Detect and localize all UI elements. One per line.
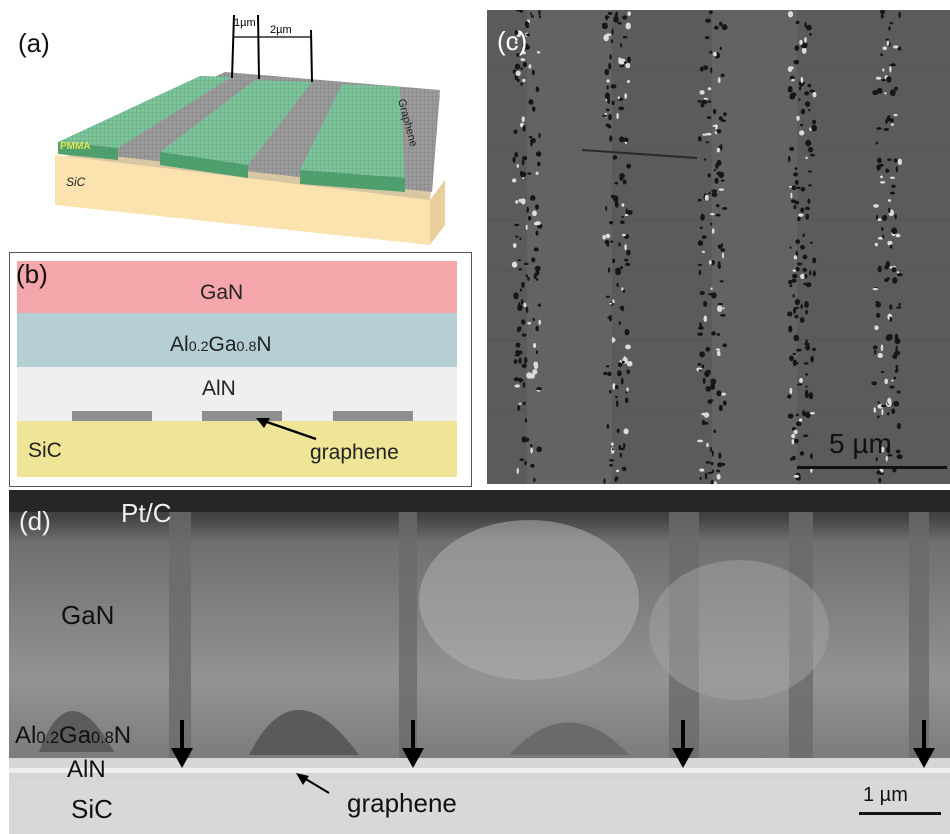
graphene-label: graphene: [347, 788, 457, 818]
down-arrow-icon: [171, 720, 193, 768]
dimension-1um: 1µm: [234, 17, 256, 29]
sic-substrate-side: [430, 180, 445, 245]
dimension-2um: 2µm: [270, 24, 292, 36]
sic-layer: [17, 421, 457, 477]
panel-c: (c) 5 µm: [487, 10, 950, 484]
down-arrow-icon: [672, 720, 694, 768]
pmma-stripe-schematic: 1µm 2µm PMMA Graphene SiC: [55, 14, 445, 245]
sem-image: [487, 10, 950, 484]
graphene-position-arrows: [171, 720, 935, 768]
gan-layer: [17, 261, 457, 313]
sic-label: SiC: [66, 175, 86, 189]
scale-bar: [859, 812, 941, 815]
pmma-label: PMMA: [60, 141, 91, 152]
down-arrow-icon: [402, 720, 424, 768]
algan-label: Al0.2Ga0.8N: [15, 722, 132, 749]
panel-c-label: (c): [497, 26, 528, 56]
graphene-pointer-arrow: [256, 418, 317, 441]
pit-columns: [511, 10, 903, 484]
graphene-pointer-arrow: [296, 773, 330, 794]
gan-label: GaN: [200, 281, 244, 304]
down-arrow-icon: [913, 720, 935, 768]
panel-d-label: (d): [19, 506, 51, 536]
graphene-strip: [202, 411, 282, 421]
graphene-strip: [72, 411, 152, 421]
sic-label: SiC: [28, 439, 62, 462]
pmma-stripe: [300, 84, 405, 192]
panel-a-label: (a): [18, 28, 50, 58]
pmma-stripe: [160, 80, 312, 178]
aln-label: AlN: [202, 377, 236, 400]
scale-bar: [797, 466, 947, 469]
pmma-stripe: [58, 76, 232, 160]
scale-bar-label: 1 µm: [863, 784, 908, 806]
gan-label: GaN: [61, 600, 115, 630]
panel-b: (b) GaN Al0.2Ga0.8N AlN SiC graphene: [9, 252, 472, 487]
graphene-label: graphene: [310, 441, 399, 464]
scale-bar-label: 5 µm: [829, 428, 892, 459]
aln-label: AlN: [67, 756, 106, 783]
panel-d: (d) Pt/C GaN Al0.2Ga0.8N AlN SiC graphen…: [9, 490, 950, 834]
algan-label: Al0.2Ga0.8N: [170, 333, 272, 356]
panel-b-label: (b): [16, 259, 48, 289]
sic-substrate-front: [55, 155, 430, 245]
ptc-label: Pt/C: [121, 498, 172, 528]
graphene-strip: [333, 411, 413, 421]
tem-image: [9, 490, 950, 834]
sic-label: SiC: [71, 794, 113, 824]
panel-a: 1µm 2µm PMMA Graphene SiC (a): [0, 0, 480, 250]
algan-layer: [17, 313, 457, 367]
